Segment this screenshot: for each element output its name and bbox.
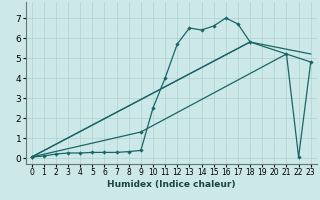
- X-axis label: Humidex (Indice chaleur): Humidex (Indice chaleur): [107, 180, 236, 189]
